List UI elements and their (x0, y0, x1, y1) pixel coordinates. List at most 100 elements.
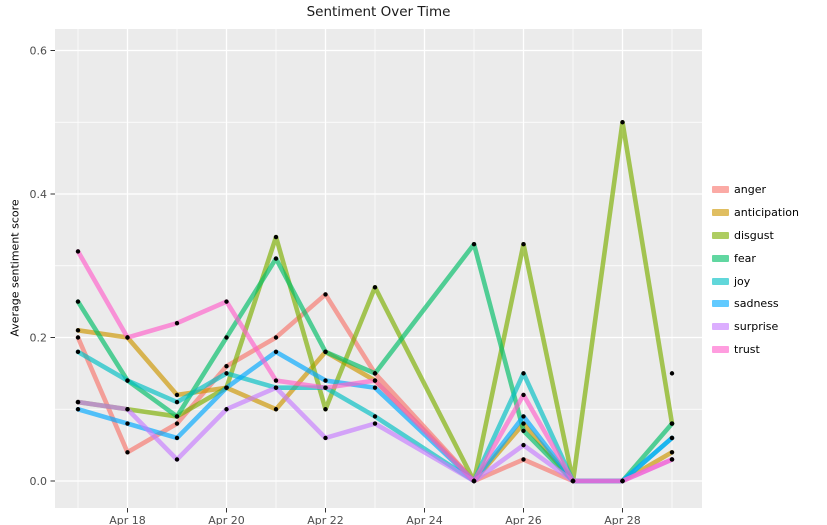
legend-item-fear: fear (712, 247, 799, 270)
legend-swatch-surprise (712, 323, 729, 331)
data-point-anger (224, 364, 229, 369)
legend-label: anger (734, 182, 766, 196)
data-point-joy (372, 414, 378, 419)
legend-item-anticipation: anticipation (712, 201, 799, 224)
y-tick-label: 0.4 (30, 188, 48, 201)
legend-key-icon (712, 295, 729, 312)
data-point-anticipation (521, 421, 526, 426)
series-line-disgust (75, 119, 675, 484)
data-point-anger (273, 335, 279, 340)
x-tick-label: Apr 28 (604, 514, 641, 525)
legend-label: surprise (734, 320, 779, 334)
data-point-trust (521, 392, 526, 398)
legend-key-icon (712, 204, 729, 221)
legend-item-sadness: sadness (712, 292, 799, 315)
legend-label: joy (734, 274, 751, 288)
legend-key-icon (712, 181, 729, 198)
data-point-anger (323, 292, 328, 297)
data-point-surprise (323, 435, 328, 441)
y-tick-label: 0.0 (30, 475, 48, 488)
legend-key-icon (712, 250, 729, 267)
data-point-anger (125, 450, 130, 455)
data-point-fear (273, 256, 279, 261)
data-point-sadness (75, 407, 81, 412)
data-point-trust (669, 457, 675, 462)
data-point-sadness (669, 435, 675, 441)
legend-item-trust: trust (712, 338, 799, 361)
data-point-trust (471, 478, 477, 484)
legend-swatch-joy (712, 277, 729, 285)
data-point-trust (372, 378, 378, 383)
data-point-joy (174, 399, 180, 405)
legend-key-icon (712, 318, 729, 335)
x-tick-label: Apr 18 (109, 514, 146, 525)
x-tick-label: Apr 26 (505, 514, 542, 525)
data-point-disgust (521, 242, 526, 247)
data-point-joy (521, 371, 526, 376)
data-point-surprise (224, 407, 229, 412)
data-point-joy (75, 349, 81, 355)
legend-swatch-anticipation (712, 208, 729, 216)
legend-item-anger: anger (712, 178, 799, 201)
data-point-surprise (521, 442, 526, 448)
legend-swatch-sadness (712, 300, 729, 308)
data-point-anger (75, 335, 81, 340)
data-point-disgust (323, 407, 328, 412)
legend-swatch-disgust (712, 231, 729, 239)
data-point-fear (471, 242, 477, 247)
data-point-sadness (372, 385, 378, 390)
series-line-trust (75, 249, 675, 484)
legend-key-icon (712, 273, 729, 290)
data-point-surprise (174, 457, 180, 462)
data-point-anger (174, 421, 180, 426)
legend-label: disgust (734, 228, 774, 242)
x-tick-label: Apr 24 (406, 514, 443, 525)
data-point-sadness (273, 349, 279, 355)
legend-label: anticipation (734, 205, 799, 219)
data-point-surprise (273, 385, 279, 390)
data-point-trust (620, 478, 625, 484)
data-point-fear (521, 428, 526, 433)
legend-label: trust (734, 343, 760, 357)
data-point-sadness (521, 414, 526, 419)
legend-item-disgust: disgust (712, 224, 799, 247)
data-point-joy (224, 371, 229, 376)
data-point-fear (224, 335, 229, 340)
data-point-sadness (125, 421, 130, 426)
data-point-trust (75, 249, 81, 254)
data-point-sadness (174, 435, 180, 441)
data-point-trust (273, 378, 279, 383)
legend-swatch-fear (712, 254, 729, 262)
data-point-trust (125, 335, 130, 340)
data-point-fear (323, 349, 328, 355)
data-point-anticipation (273, 407, 279, 412)
data-point-anger (521, 457, 526, 462)
data-point-sadness (224, 385, 229, 390)
data-point-joy (125, 378, 130, 383)
y-tick-label: 0.2 (30, 331, 48, 344)
legend-item-joy: joy (712, 270, 799, 293)
chart-title: Sentiment Over Time (306, 4, 451, 20)
data-point-surprise (372, 421, 378, 426)
legend: anger anticipation disgust fear joy sadness su… (712, 178, 799, 361)
legend-swatch-trust (712, 346, 729, 354)
data-point-fear (75, 299, 81, 304)
legend-swatch-anger (712, 185, 729, 193)
data-point-surprise (125, 407, 130, 412)
y-axis-title: Average sentiment score (8, 199, 22, 337)
legend-key-icon (712, 341, 729, 358)
data-point-anticipation (174, 392, 180, 398)
data-point-anticipation (669, 450, 675, 455)
data-point-fear (174, 414, 180, 419)
legend-key-icon (712, 227, 729, 244)
data-point-anger (669, 371, 675, 376)
y-tick-label: 0.6 (30, 44, 48, 57)
data-point-sadness (323, 378, 328, 383)
data-point-trust (323, 385, 328, 390)
data-point-trust (174, 320, 180, 326)
legend-item-surprise: surprise (712, 315, 799, 338)
data-point-trust (570, 478, 576, 484)
legend-label: fear (734, 251, 756, 265)
